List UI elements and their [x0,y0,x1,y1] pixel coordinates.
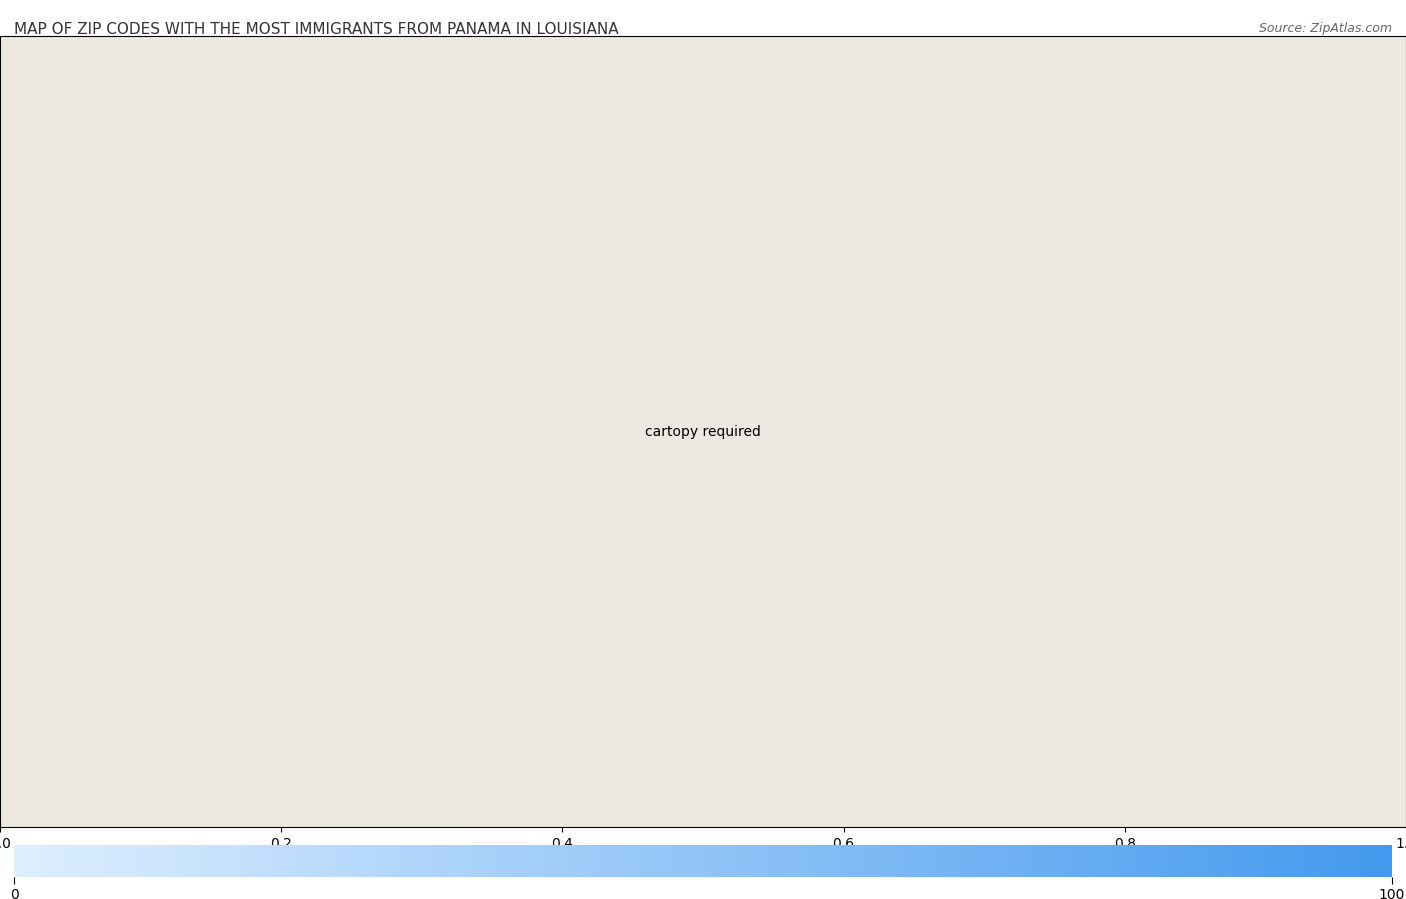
Text: MAP OF ZIP CODES WITH THE MOST IMMIGRANTS FROM PANAMA IN LOUISIANA: MAP OF ZIP CODES WITH THE MOST IMMIGRANT… [14,22,619,38]
Text: Source: ZipAtlas.com: Source: ZipAtlas.com [1258,22,1392,35]
Text: cartopy required: cartopy required [645,424,761,439]
